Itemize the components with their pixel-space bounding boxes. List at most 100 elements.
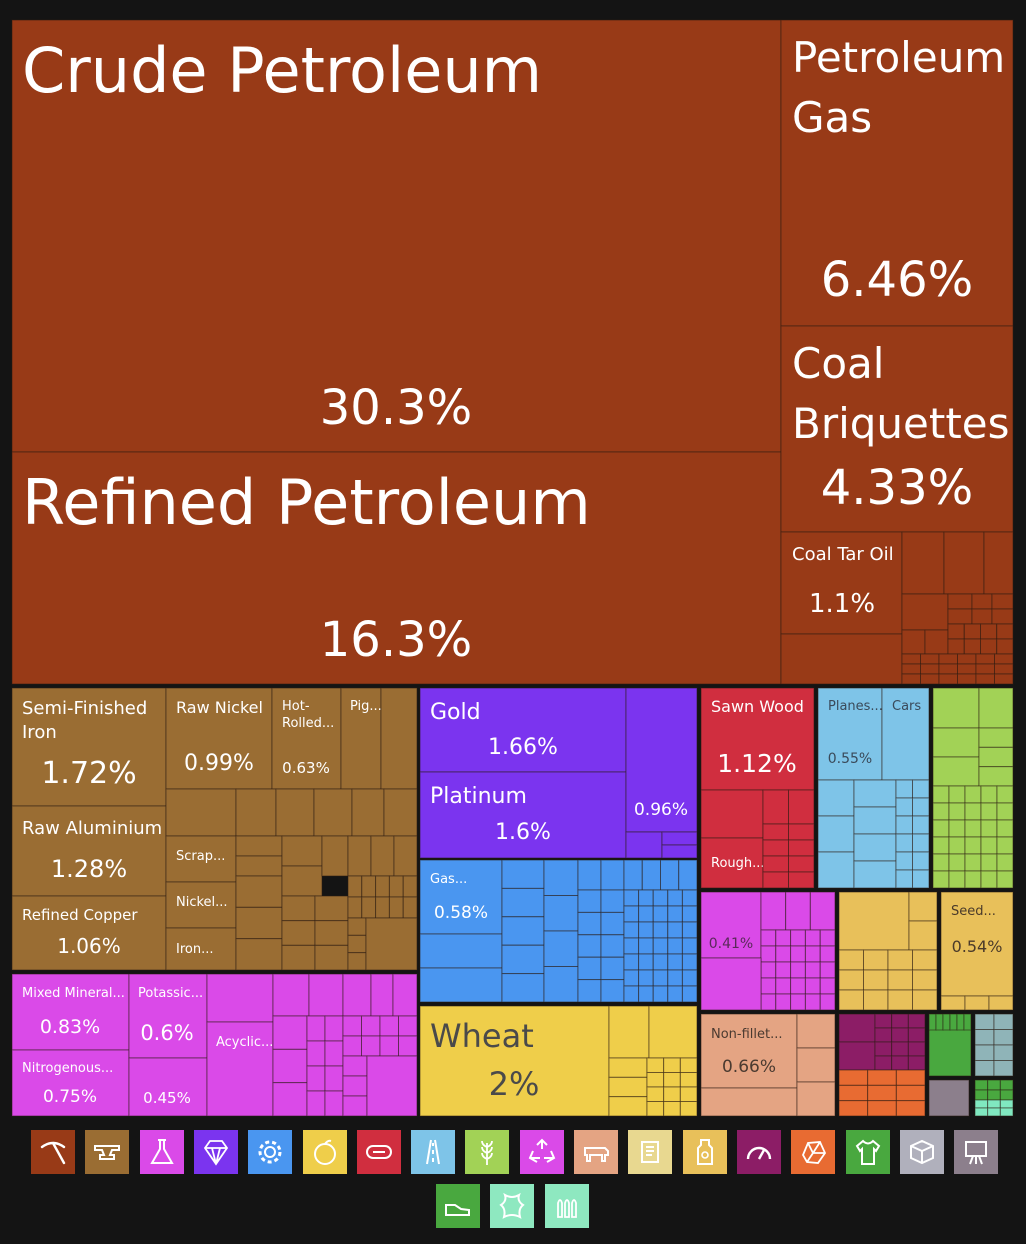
mineral-minor-tile[interactable] [901,673,921,685]
metals-minor-tile[interactable] [313,788,353,837]
animal-minor-tile[interactable] [796,1047,836,1083]
metals-minor-tile[interactable] [235,938,283,971]
easel-icon[interactable] [954,1130,999,1174]
chemicals-minor-tile[interactable] [819,977,836,995]
metals-minor-tile[interactable] [235,788,277,837]
chemicals-minor-tile[interactable] [804,977,821,995]
machines-minor-tile[interactable] [652,985,669,1003]
metals-minor-tile[interactable] [393,835,418,877]
misc-minor-tile[interactable] [838,891,910,951]
transport-minor-tile[interactable] [912,851,930,871]
chemicals-minor-tile[interactable] [398,1035,418,1057]
machines-minor-tile[interactable] [641,859,661,891]
machines-minor-tile[interactable] [652,921,669,939]
mineral-minor-tile[interactable] [975,673,995,685]
mineral-minor-tile[interactable] [938,653,958,665]
instruments-minor-tile[interactable] [907,1027,926,1043]
foodstuffs-minor-tile[interactable] [978,687,1014,729]
chemicals-minor-tile[interactable] [370,973,394,1017]
scroll-icon[interactable] [628,1130,673,1174]
misc-minor-tile[interactable] [912,989,938,1011]
metals-minor-tile[interactable] [235,875,283,908]
stone-minor-tile[interactable] [838,1100,869,1117]
misc-minor-tile[interactable] [912,969,938,991]
machines-minor-tile[interactable] [600,911,625,936]
chemicals-minor-tile[interactable] [804,961,821,979]
misc-minor-tile[interactable] [863,989,889,1011]
instruments-minor-tile[interactable] [838,1013,876,1043]
mineral-minor-tile[interactable] [980,623,998,640]
vegetable-minor-tile[interactable] [679,1101,698,1117]
bullets-icon[interactable] [544,1184,589,1228]
machines-minor-tile[interactable] [681,889,698,907]
footwear-minor-tile[interactable] [993,1044,1014,1061]
foodstuffs-minor-tile[interactable] [964,836,982,855]
chemicals-minor-tile[interactable] [804,993,821,1011]
chemicals-minor-tile[interactable] [306,1090,326,1117]
machines-minor-tile[interactable] [638,969,654,987]
mineral-minor-tile[interactable] [924,629,949,655]
machines-minor-tile[interactable] [638,985,654,1003]
footwear-minor-tile[interactable] [993,1060,1014,1077]
tile-potassic[interactable] [128,973,208,1059]
mineral-minor-tile[interactable] [975,663,995,675]
misc-minor-tile[interactable] [908,920,938,951]
mineral-minor-tile[interactable] [947,608,973,625]
plastics-minor-tile[interactable] [987,1107,1001,1117]
chemicals-minor-tile[interactable] [361,1035,381,1057]
foodstuffs-minor-tile[interactable] [932,785,950,804]
foodstuffs-minor-tile[interactable] [932,802,950,821]
vegetable-minor-tile[interactable] [608,1005,650,1059]
foodstuffs-minor-tile[interactable] [948,785,966,804]
metals-minor-tile[interactable] [375,875,390,898]
machines-minor-tile[interactable] [667,953,683,971]
machines-minor-tile[interactable] [543,930,579,967]
bottle-icon[interactable] [682,1130,727,1174]
foodstuffs-minor-tile[interactable] [978,766,1014,787]
shirt-icon[interactable] [845,1130,890,1174]
metals-minor-tile[interactable] [380,687,418,790]
transport-minor-tile[interactable] [912,869,930,889]
chemicals-minor-tile[interactable] [342,1095,368,1117]
machines-minor-tile[interactable] [543,966,579,1003]
machines-minor-tile[interactable] [678,859,698,891]
machines-minor-tile[interactable] [600,889,625,913]
foodstuffs-minor-tile[interactable] [948,870,966,889]
vegetable-minor-tile[interactable] [608,1076,648,1098]
misc-minor-tile[interactable] [838,969,864,991]
machines-minor-tile[interactable] [577,859,602,891]
machines-minor-tile[interactable] [638,889,654,907]
vegetable-minor-tile[interactable] [663,1086,681,1102]
tile-iron[interactable] [165,927,237,971]
chemicals-minor-tile[interactable] [790,945,806,963]
tile-coal-tar-oil[interactable] [780,531,903,635]
machines-minor-tile[interactable] [660,859,680,891]
metals-minor-tile[interactable] [347,917,367,936]
chemicals-minor-tile[interactable] [366,1055,418,1117]
tile-acyclic[interactable] [206,1021,274,1117]
foodstuffs-minor-tile[interactable] [932,687,980,729]
tile-seed[interactable] [940,891,1014,997]
foodstuffs-minor-tile[interactable] [948,836,966,855]
transport-minor-tile[interactable] [912,833,930,853]
misc-minor-tile[interactable] [940,995,966,1011]
machines-minor-tile[interactable] [681,905,698,923]
foodstuffs-minor-tile[interactable] [996,802,1014,821]
plastics-minor-tile[interactable] [974,1099,989,1109]
chemicals-minor-tile[interactable] [379,1015,399,1037]
machines-minor-tile[interactable] [623,969,640,987]
machines-minor-tile[interactable] [638,921,654,939]
wood-minor-tile[interactable] [762,823,789,841]
chemicals-minor-tile[interactable] [342,1035,362,1057]
tile-share-0-41[interactable] [700,891,762,959]
footwear-minor-tile[interactable] [974,1013,995,1030]
machines-minor-tile[interactable] [623,905,640,923]
textiles-minor-tile[interactable] [974,1089,989,1101]
instruments-minor-tile[interactable] [838,1041,876,1071]
tile-rough[interactable] [700,837,764,889]
machines-minor-tile[interactable] [681,953,698,971]
chemicals-minor-tile[interactable] [785,891,811,931]
machines-minor-tile[interactable] [638,937,654,955]
machines-minor-tile[interactable] [667,969,683,987]
chemicals-minor-tile[interactable] [324,1090,344,1117]
